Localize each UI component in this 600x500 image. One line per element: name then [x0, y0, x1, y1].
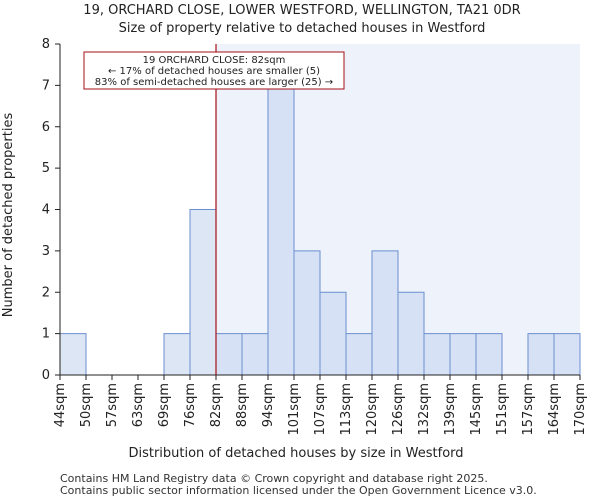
x-tick-label: 145sqm [469, 383, 484, 436]
plot-area: 0 1 2 3 4 5 6 7 8 44sqm 50sqm 57sqm 63sqm 69sqm 76sqm 8… [42, 37, 588, 436]
x-tick-label: 69sqm [157, 383, 172, 427]
annotation-box [83, 51, 345, 90]
x-tick-label: 82sqm [209, 383, 224, 427]
histogram-bar [215, 333, 243, 376]
x-tick-label: 151sqm [495, 383, 510, 436]
y-axis-label: Number of detached properties [1, 113, 16, 318]
x-tick-label: 50sqm [79, 383, 94, 427]
x-tick-label: 164sqm [547, 383, 562, 436]
histogram-bar [189, 209, 217, 376]
y-tick-label: 4 [42, 203, 50, 218]
y-tick-label: 0 [42, 368, 50, 383]
x-tick-label: 57sqm [105, 383, 120, 427]
annotation-text: ← 17% of detached houses are smaller (5) [108, 66, 320, 77]
histogram-bar [371, 250, 399, 376]
footer-licence: Contains public sector information licen… [60, 484, 537, 497]
histogram-bar [59, 333, 87, 376]
y-tick-label: 1 [42, 327, 50, 342]
histogram-bar [241, 333, 269, 376]
x-tick-label: 126sqm [391, 383, 406, 436]
x-tick-label: 170sqm [573, 383, 588, 436]
x-tick-label: 139sqm [443, 383, 458, 436]
y-tick-label: 2 [42, 285, 50, 300]
x-tick-label: 76sqm [183, 383, 198, 427]
x-tick-label: 101sqm [287, 383, 302, 436]
histogram-bar [163, 333, 191, 376]
y-tick-label: 8 [42, 37, 50, 52]
histogram-bar [319, 291, 347, 376]
x-axis-label: Distribution of detached houses by size … [128, 446, 463, 461]
x-tick-label: 107sqm [313, 383, 328, 436]
x-tick-label: 132sqm [417, 383, 432, 436]
x-tick-label: 44sqm [53, 383, 68, 427]
histogram-bar [293, 250, 321, 376]
x-tick-label: 157sqm [521, 383, 536, 436]
x-tick-label: 113sqm [339, 383, 354, 436]
histogram-bar [345, 333, 373, 376]
footer-copyright: Contains HM Land Registry data © Crown c… [60, 472, 488, 485]
histogram-bar [527, 333, 555, 376]
histogram-bar [475, 333, 503, 376]
x-tick-label: 94sqm [261, 383, 276, 427]
x-tick-label: 63sqm [131, 383, 146, 427]
histogram-bar [267, 84, 295, 376]
chart-title: 19, ORCHARD CLOSE, LOWER WESTFORD, WELLI… [83, 3, 520, 18]
histogram-bar [397, 291, 425, 376]
annotation-text: 19 ORCHARD CLOSE: 82sqm [143, 55, 286, 66]
histogram-bar [449, 333, 477, 376]
y-tick-label: 3 [42, 244, 50, 259]
histogram-bar [553, 333, 581, 376]
annotation-text: 83% of semi-detached houses are larger (… [95, 77, 333, 88]
x-tick-label: 120sqm [365, 383, 380, 436]
y-tick-label: 7 [42, 78, 50, 93]
chart-subtitle: Size of property relative to detached ho… [119, 21, 486, 36]
x-tick-label: 88sqm [235, 383, 250, 427]
histogram-bar [423, 333, 451, 376]
y-tick-label: 6 [42, 120, 50, 135]
y-tick-label: 5 [42, 161, 50, 176]
